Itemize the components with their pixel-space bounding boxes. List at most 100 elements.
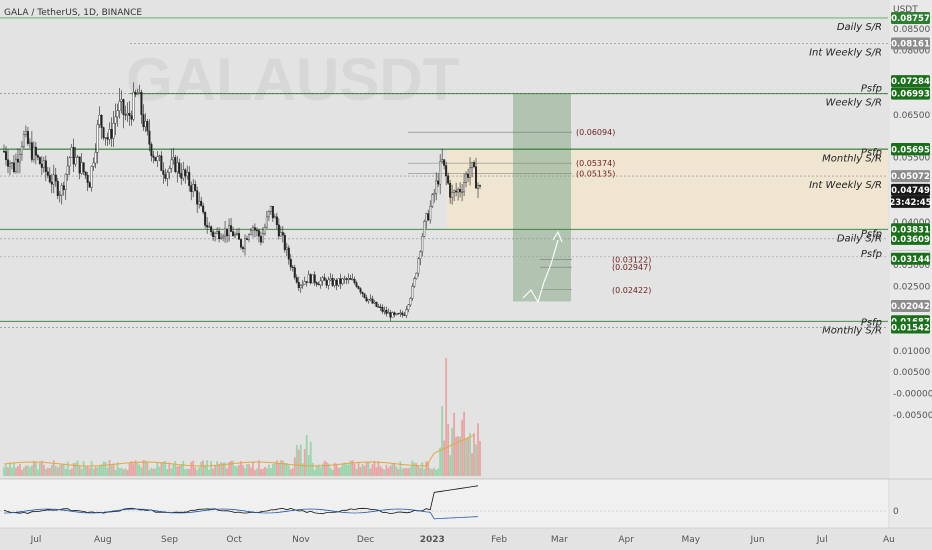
candle-body [92,162,95,167]
candle-body [200,200,203,207]
volume-bar [148,469,151,476]
volume-bar [289,469,292,476]
candle-body [259,236,262,243]
volume-bar [463,411,465,476]
price-tag-8: 0.05072 [891,172,930,182]
volume-bar [242,465,244,476]
candle-body [311,274,314,284]
level-label-8: Int Weekly S/R [809,180,882,191]
candle-body [120,99,123,102]
candle-body [331,278,334,286]
candle-body [84,171,87,176]
volume-bar [140,467,143,476]
candle-body [397,313,400,315]
candle-body [230,225,233,232]
y-tick-5: 0.03000 [893,261,930,271]
volume-bar [264,466,266,476]
candle-body [411,286,414,299]
candle-body [44,160,47,172]
candle-body [146,121,149,132]
price-axis[interactable]: 0.08500 0.08000 0.06500 0.05500 0.04000 0.030… [893,25,932,421]
volume-bar [423,468,426,476]
x-tick-1: Aug [94,535,112,545]
candle-body [257,230,260,237]
volume-bar [212,468,215,476]
volume-bar [156,462,159,476]
volume-bar [150,467,153,476]
volume-bar [475,444,477,476]
volume-bar [182,460,185,476]
candle-body [196,190,199,205]
volume-bar [387,467,390,476]
volume-bar [317,464,320,476]
candle-body [433,192,436,195]
indicator-line-main [3,485,479,515]
volume-bar [74,462,77,476]
candle-body [4,151,7,160]
volume-bar [248,464,250,476]
candle-body [26,131,29,144]
volume-bar [437,468,440,476]
volume-bar [116,462,119,476]
volume-bar [461,419,463,476]
volume-bar [365,461,368,476]
time-axis[interactable]: Jul Aug Sep Oct Nov Dec 2023 Feb Mar Apr May Jun Jul… [0,527,932,545]
volume-bar [154,468,157,476]
candle-body [218,231,221,240]
candle-body [74,157,77,165]
symbol-header[interactable]: GALA / TetherUS, 1D, BINANCE [4,8,142,18]
candle-body [295,277,298,283]
candle-body [337,278,340,286]
candle-body [116,110,119,118]
volume-bar [447,423,450,476]
volume-bar [459,436,461,476]
candle-body [232,231,235,237]
volume-bar [162,461,165,476]
volume-bar [331,469,334,476]
candle-body [82,162,85,173]
price-tag-1: 0.08161 [891,40,930,50]
candle-body [403,314,406,316]
candle-body [198,200,201,205]
candle-body [309,274,312,284]
volume-bar [28,467,31,476]
y-tick-6: 0.02500 [893,282,930,292]
candle-body [162,170,165,175]
candle-body [265,216,268,228]
price-tag-bg-11 [891,232,930,245]
volume-bar [234,465,236,476]
volume-bar [277,463,280,476]
price-tag-10: 0.03831 [891,225,930,235]
volume-bar [170,468,173,476]
volume-bar [349,460,352,476]
candle-body [86,174,89,183]
candle-body [142,114,145,128]
volume-bar [13,463,15,476]
candle-body [447,175,450,184]
projection-layer [522,230,563,304]
volume-bar [345,464,348,476]
volume-bar [265,468,268,476]
candle-body [245,238,248,240]
candle-body [323,277,326,281]
candle-body [70,147,73,158]
candle-body [453,190,456,193]
x-tick-6: 2023 [420,535,445,545]
price-tag-bg-1 [891,37,930,50]
volume-bar [393,463,396,476]
volume-bar [176,466,179,476]
candle-body [240,239,243,248]
candle-body [226,228,229,237]
candle-body [321,277,324,282]
candle-body [375,301,378,307]
candle-body [305,281,308,283]
volume-bar [114,469,117,476]
volume-bar [34,462,37,476]
candle-body [148,130,151,145]
volume-bar [110,465,113,476]
volume-bar [102,461,105,476]
volume-bar [32,460,35,476]
volume-bar [76,460,79,476]
